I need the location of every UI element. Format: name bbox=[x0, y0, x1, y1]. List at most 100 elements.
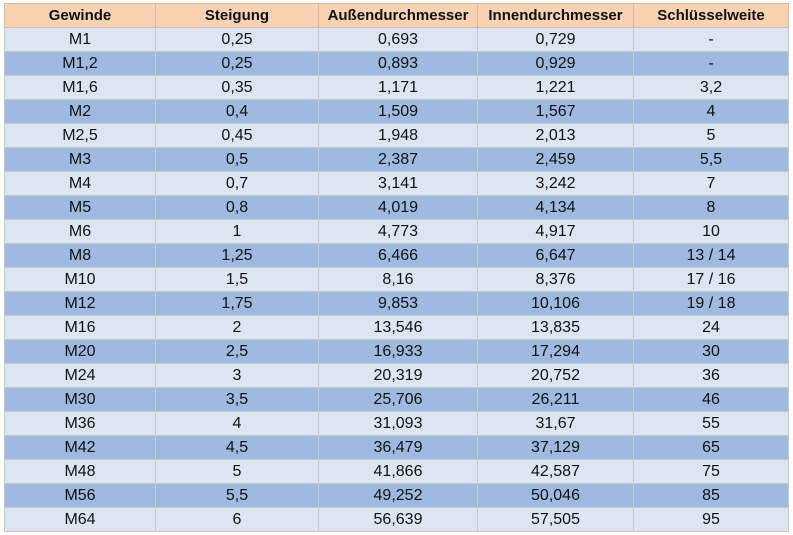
cell-gewinde: M12 bbox=[4, 291, 156, 316]
cell-steigung: 0,45 bbox=[155, 123, 319, 148]
header-steigung: Steigung bbox=[155, 3, 319, 28]
cell-steigung: 1 bbox=[155, 219, 319, 244]
cell-steigung: 5,5 bbox=[155, 483, 319, 508]
cell-gewinde: M10 bbox=[4, 267, 156, 292]
cell-steigung: 2 bbox=[155, 315, 319, 340]
cell-aussendurchmesser: 31,093 bbox=[318, 411, 478, 436]
cell-steigung: 1,5 bbox=[155, 267, 319, 292]
cell-aussendurchmesser: 4,019 bbox=[318, 195, 478, 220]
table-row: M5 0,8 4,019 4,134 8 bbox=[4, 195, 789, 220]
thread-size-table: Gewinde Steigung Außendurchmesser Innend… bbox=[4, 3, 789, 532]
cell-steigung: 0,7 bbox=[155, 171, 319, 196]
cell-steigung: 1,25 bbox=[155, 243, 319, 268]
cell-innendurchmesser: 37,129 bbox=[477, 435, 634, 460]
table-row: M3 0,5 2,387 2,459 5,5 bbox=[4, 147, 789, 172]
thread-table-container: Gewinde Steigung Außendurchmesser Innend… bbox=[4, 3, 789, 532]
cell-aussendurchmesser: 4,773 bbox=[318, 219, 478, 244]
cell-innendurchmesser: 31,67 bbox=[477, 411, 634, 436]
cell-steigung: 6 bbox=[155, 507, 319, 532]
cell-steigung: 4 bbox=[155, 411, 319, 436]
cell-schluesselweite: 85 bbox=[633, 483, 789, 508]
cell-schluesselweite: 55 bbox=[633, 411, 789, 436]
header-aussendurchmesser: Außendurchmesser bbox=[318, 3, 478, 28]
table-row: M1 0,25 0,693 0,729- bbox=[4, 27, 789, 52]
cell-gewinde: M48 bbox=[4, 459, 156, 484]
cell-gewinde: M16 bbox=[4, 315, 156, 340]
cell-schluesselweite: 75 bbox=[633, 459, 789, 484]
cell-innendurchmesser: 26,211 bbox=[477, 387, 634, 412]
cell-innendurchmesser: 42,587 bbox=[477, 459, 634, 484]
cell-innendurchmesser: 3,242 bbox=[477, 171, 634, 196]
cell-schluesselweite: 24 bbox=[633, 315, 789, 340]
cell-aussendurchmesser: 2,387 bbox=[318, 147, 478, 172]
cell-aussendurchmesser: 20,319 bbox=[318, 363, 478, 388]
cell-aussendurchmesser: 1,948 bbox=[318, 123, 478, 148]
cell-steigung: 2,5 bbox=[155, 339, 319, 364]
cell-gewinde: M6 bbox=[4, 219, 156, 244]
header-schluesselweite: Schlüsselweite bbox=[633, 3, 789, 28]
cell-gewinde: M20 bbox=[4, 339, 156, 364]
table-row: M30 3,5 25,706 26,211 46 bbox=[4, 387, 789, 412]
table-row: M36 4 31,093 31,67 55 bbox=[4, 411, 789, 436]
cell-gewinde: M4 bbox=[4, 171, 156, 196]
cell-schluesselweite: - bbox=[633, 51, 789, 76]
cell-schluesselweite: 3,2 bbox=[633, 75, 789, 100]
cell-schluesselweite: 7 bbox=[633, 171, 789, 196]
header-innendurchmesser: Innendurchmesser bbox=[477, 3, 634, 28]
cell-aussendurchmesser: 1,509 bbox=[318, 99, 478, 124]
cell-aussendurchmesser: 6,466 bbox=[318, 243, 478, 268]
table-row: M24 3 20,319 20,752 36 bbox=[4, 363, 789, 388]
cell-aussendurchmesser: 1,171 bbox=[318, 75, 478, 100]
cell-aussendurchmesser: 16,933 bbox=[318, 339, 478, 364]
cell-steigung: 0,25 bbox=[155, 51, 319, 76]
cell-innendurchmesser: 8,376 bbox=[477, 267, 634, 292]
cell-schluesselweite: 30 bbox=[633, 339, 789, 364]
cell-innendurchmesser: 2,459 bbox=[477, 147, 634, 172]
cell-schluesselweite: 46 bbox=[633, 387, 789, 412]
cell-innendurchmesser: 0,729 bbox=[477, 27, 634, 52]
cell-aussendurchmesser: 25,706 bbox=[318, 387, 478, 412]
cell-gewinde: M8 bbox=[4, 243, 156, 268]
cell-aussendurchmesser: 56,639 bbox=[318, 507, 478, 532]
cell-schluesselweite: 36 bbox=[633, 363, 789, 388]
cell-aussendurchmesser: 0,893 bbox=[318, 51, 478, 76]
cell-gewinde: M24 bbox=[4, 363, 156, 388]
cell-schluesselweite: - bbox=[633, 27, 789, 52]
cell-gewinde: M56 bbox=[4, 483, 156, 508]
table-row: M4 0,7 3,141 3,242 7 bbox=[4, 171, 789, 196]
cell-steigung: 5 bbox=[155, 459, 319, 484]
cell-aussendurchmesser: 9,853 bbox=[318, 291, 478, 316]
cell-innendurchmesser: 0,929 bbox=[477, 51, 634, 76]
cell-gewinde: M1 bbox=[4, 27, 156, 52]
table-row: M56 5,5 49,252 50,046 85 bbox=[4, 483, 789, 508]
table-row: M64 6 56,639 57,505 95 bbox=[4, 507, 789, 532]
header-row: Gewinde Steigung Außendurchmesser Innend… bbox=[4, 3, 789, 28]
cell-steigung: 0,5 bbox=[155, 147, 319, 172]
cell-innendurchmesser: 13,835 bbox=[477, 315, 634, 340]
table-row: M20 2,5 16,933 17,294 30 bbox=[4, 339, 789, 364]
cell-aussendurchmesser: 8,16 bbox=[318, 267, 478, 292]
header-gewinde: Gewinde bbox=[4, 3, 156, 28]
cell-innendurchmesser: 57,505 bbox=[477, 507, 634, 532]
cell-gewinde: M5 bbox=[4, 195, 156, 220]
cell-gewinde: M1,2 bbox=[4, 51, 156, 76]
cell-schluesselweite: 13 / 14 bbox=[633, 243, 789, 268]
cell-aussendurchmesser: 0,693 bbox=[318, 27, 478, 52]
cell-innendurchmesser: 1,567 bbox=[477, 99, 634, 124]
cell-aussendurchmesser: 36,479 bbox=[318, 435, 478, 460]
table-row: M48 5 41,866 42,587 75 bbox=[4, 459, 789, 484]
table-row: M10 1,5 8,16 8,376 17 / 16 bbox=[4, 267, 789, 292]
cell-gewinde: M64 bbox=[4, 507, 156, 532]
cell-steigung: 3 bbox=[155, 363, 319, 388]
cell-innendurchmesser: 17,294 bbox=[477, 339, 634, 364]
cell-steigung: 4,5 bbox=[155, 435, 319, 460]
cell-schluesselweite: 10 bbox=[633, 219, 789, 244]
cell-aussendurchmesser: 13,546 bbox=[318, 315, 478, 340]
cell-schluesselweite: 19 / 18 bbox=[633, 291, 789, 316]
cell-schluesselweite: 4 bbox=[633, 99, 789, 124]
cell-gewinde: M2 bbox=[4, 99, 156, 124]
table-row: M16 2 13,546 13,835 24 bbox=[4, 315, 789, 340]
cell-aussendurchmesser: 3,141 bbox=[318, 171, 478, 196]
cell-innendurchmesser: 4,134 bbox=[477, 195, 634, 220]
cell-innendurchmesser: 2,013 bbox=[477, 123, 634, 148]
